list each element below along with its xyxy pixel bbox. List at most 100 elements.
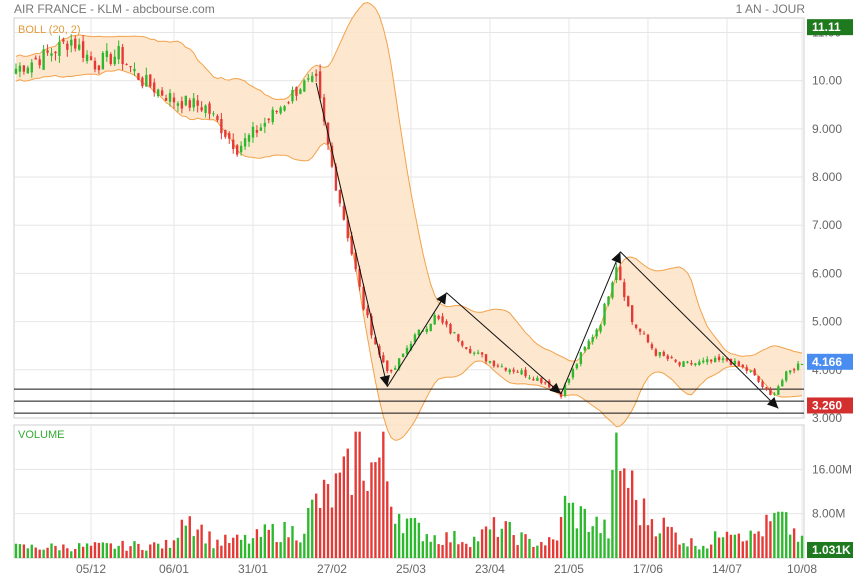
candle-body [192,98,195,108]
candle [587,338,590,350]
volume-bar [611,469,614,558]
volume-bar [326,484,330,558]
candle-body [544,382,547,384]
candle [717,353,721,363]
volume-bar [38,549,41,558]
trend-line [315,82,388,387]
candle-body [413,334,417,343]
candle [342,202,346,221]
volume-bar [393,523,397,558]
candle-body [769,389,772,396]
candle-body [579,352,583,364]
candle-body [350,236,353,255]
candle-body [654,349,658,356]
volume-bar [342,456,346,558]
volume-bar [74,548,77,558]
candle [721,356,725,363]
candle-body [717,356,721,361]
volume-bar [540,542,543,558]
candle [480,351,484,358]
volume-bar [354,431,357,558]
volume-label: VOLUME [18,429,64,441]
candle-body [243,138,247,147]
volume-bar [235,534,239,558]
candle [164,94,168,101]
candle [287,101,290,105]
volume-bar [702,545,705,558]
candle-body [393,368,397,370]
volume-bar [567,503,571,558]
volume-bar [761,536,764,558]
max-price-tag-box [807,19,853,36]
volume-bar [484,526,488,558]
candle-body [634,324,638,328]
trend-line [446,292,562,395]
candle-body [30,62,33,73]
candle [235,144,239,157]
volume-bar [164,539,168,558]
candle-body [307,78,310,80]
volume-bar [401,533,405,558]
candle [761,379,764,389]
candle [200,101,203,113]
candle [796,361,800,371]
candle-body [516,371,519,373]
volume-bar [350,495,353,558]
candle [512,367,515,374]
volume-bar [713,531,717,558]
candle [330,142,334,169]
trend-arrow [611,251,621,264]
candle [476,349,480,355]
volume-bar [646,525,650,558]
candle [54,51,57,61]
volume-bar [563,495,567,558]
low-price-tag-text: 3.260 [812,398,842,412]
candle [38,55,41,69]
candle-body [141,77,144,87]
candle [141,76,144,89]
candle-body [721,358,725,361]
candle [176,101,180,112]
candle [145,67,148,87]
volume-bar [788,534,792,558]
volume-bar [346,448,349,558]
candle [508,368,511,375]
candle-body [658,352,662,356]
volume-bar [496,536,500,558]
volume-bar [749,530,752,558]
x-tick-label: 23/04 [475,562,505,576]
volume-bar [504,521,507,558]
candle-body [603,303,606,325]
candle [156,88,160,98]
candle-body [121,47,124,65]
candle-body [619,266,622,281]
last-price-tag-box [807,353,853,370]
volume-bar [133,541,136,558]
candle-body [334,166,338,191]
candle-body [575,364,579,369]
volume-bar [591,526,594,558]
trend-arrow [379,374,390,387]
volume-bar [425,534,428,558]
candle [283,104,286,112]
volume-bar [334,473,338,558]
candle [745,364,748,374]
candle [788,369,792,375]
volume-bar [413,517,417,558]
candle [180,96,184,114]
volume-bar [101,542,105,558]
candle [168,89,172,107]
candle [125,63,128,66]
candle-body [172,97,176,103]
volume-bar [311,499,314,558]
y-tick-label: 9.000 [812,122,842,136]
y-tick-label: 3.000 [812,411,842,425]
x-tick-label: 06/01 [159,562,189,576]
candle [575,362,579,370]
candle [295,86,298,101]
candle [666,353,669,362]
candle-body [283,106,286,111]
volume-bar [559,517,563,558]
candle [642,330,646,335]
candle-body [638,329,642,332]
